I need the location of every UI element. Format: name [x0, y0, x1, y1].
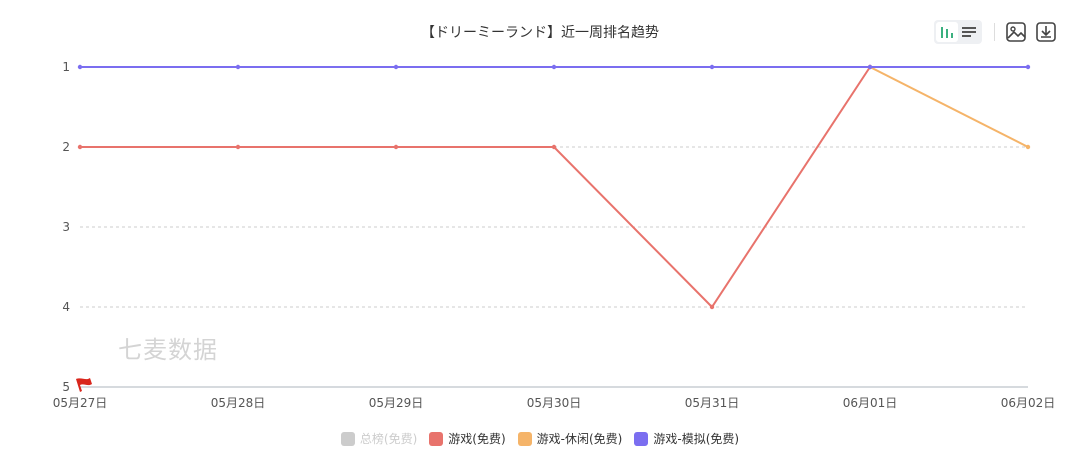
chart-toolbar — [934, 19, 1065, 45]
y-tick-label: 3 — [62, 220, 70, 234]
data-point[interactable] — [393, 64, 399, 70]
x-tick-label: 05月29日 — [369, 396, 424, 410]
data-point[interactable] — [551, 144, 557, 150]
data-point[interactable] — [867, 64, 873, 70]
data-point[interactable] — [393, 144, 399, 150]
legend-item[interactable]: 游戏-模拟(免费) — [634, 430, 739, 447]
data-point[interactable] — [709, 64, 715, 70]
y-tick-label: 5 — [62, 380, 70, 394]
legend-label: 游戏-休闲(免费) — [536, 432, 623, 446]
series-line — [80, 66, 871, 309]
x-tick-label: 06月01日 — [843, 396, 898, 410]
data-point[interactable] — [1025, 144, 1031, 150]
legend-item[interactable]: 总榜(免费) — [340, 430, 418, 447]
legend-swatch — [634, 431, 649, 446]
chart-title: 【ドリーミーランド】近一周排名趋势 — [421, 25, 659, 41]
y-tick-label: 2 — [62, 140, 70, 154]
list-icon — [962, 27, 976, 37]
data-point[interactable] — [551, 64, 557, 70]
legend-swatch — [340, 431, 355, 446]
legend-label: 游戏-模拟(免费) — [653, 432, 740, 446]
data-point[interactable] — [709, 304, 715, 310]
view-toggle — [934, 20, 982, 44]
bar-chart-icon — [941, 27, 953, 38]
toolbar-divider — [994, 23, 995, 41]
line-chart: 1 2 3 4 5 05月27日 05月28日 05月29日 05月30日 05月31日 06月01… — [53, 60, 1056, 410]
data-point[interactable] — [235, 64, 241, 70]
x-tick-label: 05月28日 — [211, 396, 266, 410]
download-button[interactable] — [1035, 21, 1057, 43]
data-point[interactable] — [77, 64, 83, 70]
legend-label: 游戏(免费) — [448, 432, 506, 446]
data-point[interactable] — [77, 144, 83, 150]
x-tick-label: 05月31日 — [685, 396, 740, 410]
legend-label: 总榜(免费) — [359, 432, 418, 446]
list-view-button[interactable] — [958, 22, 980, 42]
y-tick-label: 1 — [62, 60, 70, 74]
legend-item[interactable]: 游戏-休闲(免费) — [517, 430, 623, 447]
legend: 总榜(免费) 游戏(免费) 游戏-休闲(免费) 游戏-模拟(免费) — [0, 430, 1080, 447]
legend-swatch — [429, 431, 444, 446]
save-image-button[interactable] — [1005, 21, 1027, 43]
y-tick-label: 4 — [62, 300, 70, 314]
image-icon — [1006, 22, 1026, 42]
legend-swatch — [517, 431, 532, 446]
x-tick-label: 06月02日 — [1001, 396, 1056, 410]
watermark: 七麦数据 — [118, 336, 218, 364]
series-line — [869, 66, 1029, 148]
download-icon — [1036, 22, 1056, 42]
x-tick-label: 05月30日 — [527, 396, 582, 410]
x-tick-label: 05月27日 — [53, 396, 108, 410]
flag-icon — [76, 378, 92, 392]
data-point[interactable] — [1025, 64, 1031, 70]
legend-item[interactable]: 游戏(免费) — [429, 430, 506, 447]
bar-chart-view-button[interactable] — [936, 22, 958, 42]
data-point[interactable] — [235, 144, 241, 150]
